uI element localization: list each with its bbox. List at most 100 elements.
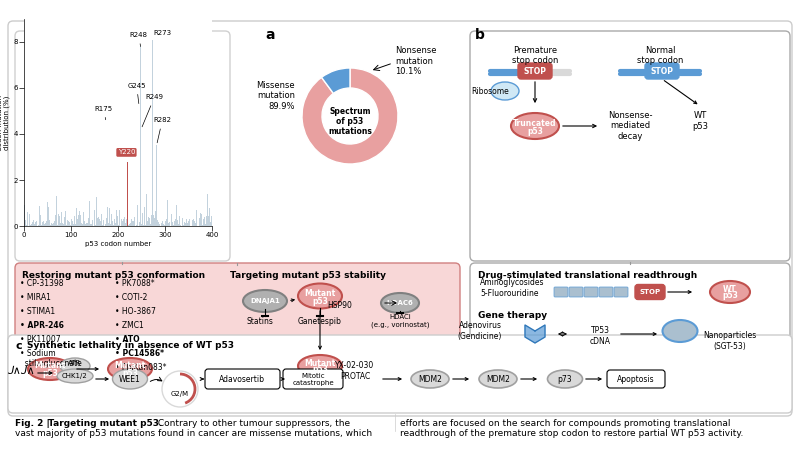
Text: HSP90: HSP90 — [327, 301, 353, 310]
Text: Contrary to other tumour suppressors, the: Contrary to other tumour suppressors, th… — [155, 419, 350, 428]
FancyBboxPatch shape — [584, 287, 598, 297]
Text: ꓙ∧ꓙ∧: ꓙ∧ꓙ∧ — [8, 366, 36, 376]
Text: Nonsense-
mediated
decay: Nonsense- mediated decay — [608, 111, 652, 141]
FancyBboxPatch shape — [470, 31, 790, 261]
Text: G245: G245 — [127, 83, 146, 104]
FancyBboxPatch shape — [554, 287, 568, 297]
Text: Apoptosis: Apoptosis — [617, 374, 655, 383]
Ellipse shape — [298, 284, 342, 309]
Ellipse shape — [243, 290, 287, 312]
Text: ATR: ATR — [68, 360, 82, 366]
FancyBboxPatch shape — [8, 335, 792, 413]
Text: YX-02-030
PROTAC: YX-02-030 PROTAC — [335, 361, 374, 381]
Text: G2/M: G2/M — [171, 391, 189, 397]
Text: Drug-stimulated translational readthrough: Drug-stimulated translational readthroug… — [478, 271, 698, 280]
FancyBboxPatch shape — [283, 369, 343, 389]
Text: HDACi
(e.g., vorinostat): HDACi (e.g., vorinostat) — [370, 314, 430, 328]
Text: Synthetic lethality in absence of WT p53: Synthetic lethality in absence of WT p53 — [27, 341, 234, 350]
Text: Mutant: Mutant — [304, 358, 336, 367]
Text: readthrough of the premature stop codon to restore partial WT p53 activity.: readthrough of the premature stop codon … — [400, 429, 743, 438]
Text: p53: p53 — [722, 292, 738, 300]
Text: of p53: of p53 — [336, 116, 364, 125]
Text: p53: p53 — [312, 365, 328, 374]
Text: STOP: STOP — [650, 66, 674, 75]
Text: Ribosome: Ribosome — [471, 87, 509, 96]
Ellipse shape — [28, 358, 72, 380]
Text: Mutant: Mutant — [114, 362, 146, 371]
Text: p53: p53 — [527, 127, 543, 136]
FancyBboxPatch shape — [470, 263, 790, 381]
Text: c: c — [15, 341, 22, 351]
Text: • Sodium
  stibogluconate: • Sodium stibogluconate — [20, 349, 82, 368]
Text: Mutant: Mutant — [34, 362, 66, 371]
Ellipse shape — [479, 370, 517, 388]
Text: p53: p53 — [312, 297, 328, 306]
Text: • PC14586*: • PC14586* — [115, 349, 164, 358]
Text: • PK11007: • PK11007 — [20, 335, 61, 344]
Text: Statins: Statins — [246, 317, 274, 325]
Ellipse shape — [381, 293, 419, 313]
Ellipse shape — [710, 281, 750, 303]
Text: TP53
cDNA: TP53 cDNA — [590, 326, 610, 346]
Text: • CP-31398: • CP-31398 — [20, 279, 63, 288]
Text: Aminoglycosides
5-Fluorouridine: Aminoglycosides 5-Fluorouridine — [480, 278, 545, 298]
Text: a: a — [265, 28, 274, 42]
Text: Truncated: Truncated — [514, 119, 557, 128]
Text: Ganetespib: Ganetespib — [298, 317, 342, 325]
Ellipse shape — [491, 82, 519, 100]
Text: Adenovirus
(Gendicine): Adenovirus (Gendicine) — [458, 321, 502, 341]
Text: • HO-3867: • HO-3867 — [115, 307, 156, 316]
Text: WT: WT — [723, 284, 737, 293]
Text: • ATO: • ATO — [115, 335, 140, 344]
FancyBboxPatch shape — [607, 370, 665, 388]
Ellipse shape — [662, 320, 698, 342]
Wedge shape — [302, 68, 398, 164]
FancyBboxPatch shape — [8, 21, 792, 416]
Text: Mitotic
catastrophe: Mitotic catastrophe — [292, 373, 334, 385]
Text: R249: R249 — [142, 94, 163, 127]
Text: Targeting mutant p53.: Targeting mutant p53. — [48, 419, 162, 428]
Text: WEE1: WEE1 — [119, 374, 141, 383]
FancyBboxPatch shape — [569, 287, 583, 297]
FancyBboxPatch shape — [614, 287, 628, 297]
Text: Nanoparticles
(SGT-53): Nanoparticles (SGT-53) — [703, 331, 757, 351]
Ellipse shape — [60, 358, 90, 374]
Polygon shape — [525, 325, 545, 343]
Text: Mutant: Mutant — [304, 289, 336, 298]
Text: • STIMA1: • STIMA1 — [20, 307, 55, 316]
Text: Spectrum: Spectrum — [330, 106, 370, 115]
Text: Fig. 2 |: Fig. 2 | — [15, 419, 53, 428]
FancyBboxPatch shape — [599, 287, 613, 297]
Ellipse shape — [411, 370, 449, 388]
Text: vast majority of p53 mutations found in cancer are missense mutations, which: vast majority of p53 mutations found in … — [15, 429, 372, 438]
FancyBboxPatch shape — [635, 284, 665, 300]
Text: • COTI-2: • COTI-2 — [115, 293, 147, 302]
Text: p53: p53 — [42, 368, 58, 377]
X-axis label: p53 codon number: p53 codon number — [85, 241, 151, 247]
Text: Adavosertib: Adavosertib — [219, 374, 265, 383]
Text: efforts are focused on the search for compounds promoting translational: efforts are focused on the search for co… — [400, 419, 730, 428]
Text: R248: R248 — [130, 32, 148, 47]
Text: Missense
mutation
89.9%: Missense mutation 89.9% — [256, 81, 295, 111]
Text: STOP: STOP — [639, 289, 661, 295]
Text: • ZMC1: • ZMC1 — [115, 321, 144, 330]
Text: Y220: Y220 — [118, 149, 135, 155]
Text: b: b — [475, 28, 485, 42]
Y-axis label: Codon mutation
distribution (%): Codon mutation distribution (%) — [0, 94, 10, 151]
FancyBboxPatch shape — [518, 63, 552, 79]
Text: • APR-246: • APR-246 — [20, 321, 64, 330]
Text: mutations: mutations — [328, 127, 372, 136]
Text: • MIRA1: • MIRA1 — [20, 293, 51, 302]
Text: • PhiKan083*: • PhiKan083* — [115, 363, 166, 372]
Bar — [127, 162, 128, 226]
Text: R282: R282 — [154, 117, 171, 143]
Text: MDM2: MDM2 — [486, 374, 510, 383]
Text: Normal
stop codon: Normal stop codon — [637, 46, 683, 65]
Circle shape — [162, 371, 198, 407]
FancyBboxPatch shape — [15, 31, 230, 261]
Text: CHK1/2: CHK1/2 — [62, 373, 88, 379]
Text: Restoring mutant p53 conformation: Restoring mutant p53 conformation — [22, 271, 205, 280]
Text: R273: R273 — [154, 30, 171, 36]
Ellipse shape — [511, 113, 559, 139]
Text: Nonsense
mutation
10.1%: Nonsense mutation 10.1% — [395, 46, 437, 76]
